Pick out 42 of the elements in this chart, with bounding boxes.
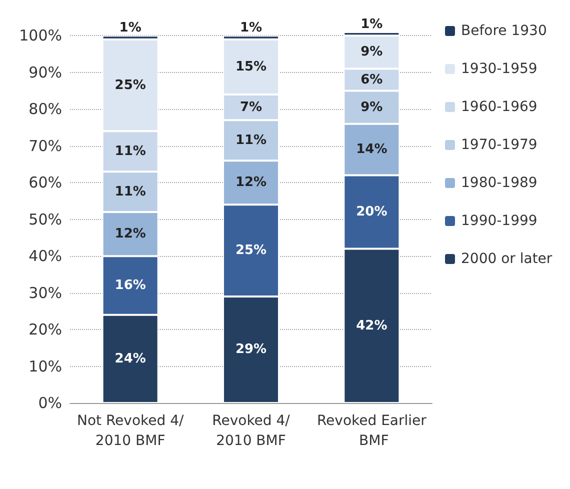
data-label: 14% <box>356 142 388 158</box>
x-tick-label: Revoked 4/2010 BMF <box>212 413 290 449</box>
x-tick-label: Revoked Earlier BMF <box>316 413 427 449</box>
data-label: 12% <box>235 175 267 190</box>
data-label: 11% <box>235 132 267 148</box>
y-tick-label: 10% <box>28 357 62 376</box>
data-label: 9% <box>360 44 383 60</box>
data-label: 1% <box>360 17 383 32</box>
data-label: 9% <box>360 100 383 115</box>
data-label: 15% <box>235 59 267 74</box>
legend-label: 1960-1969 <box>461 99 538 115</box>
y-tick-label: 0% <box>38 394 62 412</box>
x-tick-label: Not Revoked 4/2010 BMF <box>76 413 184 449</box>
data-label: 1% <box>119 20 142 36</box>
legend-label: 1980-1989 <box>461 175 538 191</box>
data-label: 29% <box>235 342 267 358</box>
y-tick-label: 50% <box>28 210 62 228</box>
legend-label: 2000 or later <box>461 251 552 267</box>
y-tick-label: 100% <box>19 26 62 45</box>
data-label: 1% <box>240 20 262 36</box>
data-label: 11% <box>114 184 146 200</box>
data-label: 25% <box>114 78 146 93</box>
data-label: 20% <box>356 204 388 220</box>
y-tick-label: 80% <box>28 100 62 118</box>
data-label: 16% <box>114 278 146 293</box>
y-tick-label: 90% <box>28 63 62 82</box>
y-tick-label: 60% <box>28 174 62 192</box>
y-tick-label: 30% <box>28 284 62 302</box>
data-label: 11% <box>114 144 146 159</box>
y-tick-label: 20% <box>28 320 62 339</box>
data-label: 12% <box>114 226 146 242</box>
y-tick-label: 40% <box>28 247 62 266</box>
data-label: 25% <box>235 243 267 258</box>
legend-label: 1970-1979 <box>461 137 538 153</box>
legend-label: 1930-1959 <box>461 61 538 77</box>
data-label: 42% <box>356 318 388 334</box>
data-label: 7% <box>240 100 262 115</box>
data-label: 24% <box>114 351 146 366</box>
data-label: 6% <box>360 72 383 88</box>
legend-label: Before 1930 <box>461 23 547 39</box>
legend-label: 1990-1999 <box>461 213 538 229</box>
y-tick-label: 70% <box>28 136 62 155</box>
